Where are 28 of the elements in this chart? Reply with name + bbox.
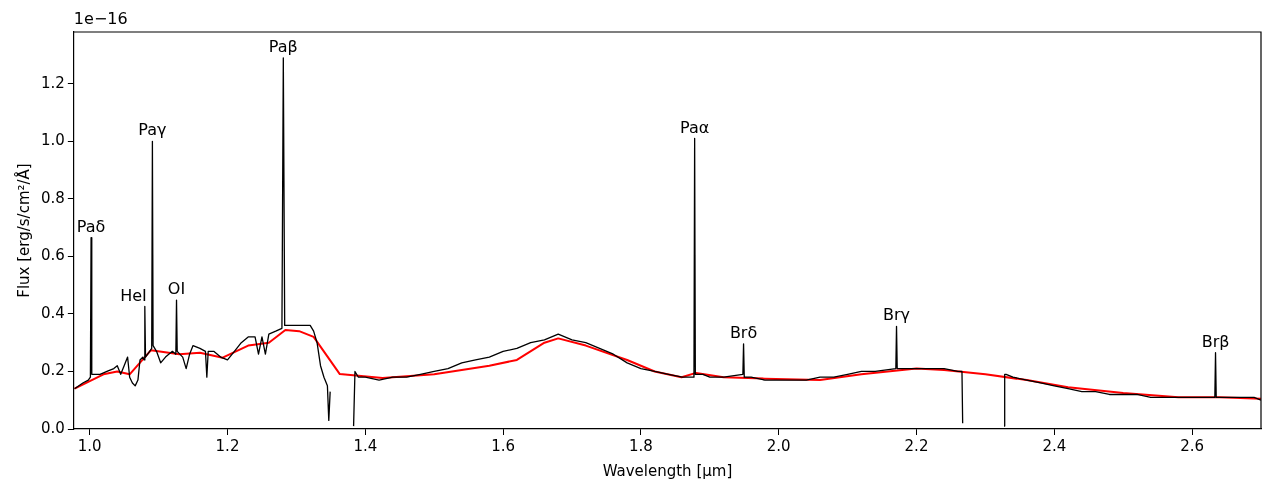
annotation: OI [167,279,186,299]
y-tick-label: 0.0 [41,418,65,437]
y-tick-label: 0.8 [41,188,65,207]
x-tick-label: 2.2 [904,436,929,455]
x-tick-label: 1.4 [353,436,378,455]
y-tick-label: 0.4 [41,303,65,322]
x-tick-label: 1.2 [215,436,240,455]
annotation: Paα [680,117,710,137]
y-tick-label: 0.6 [41,246,65,265]
y-axis-title: Flux [erg/s/cm²/Å] [13,163,33,298]
annotation: Brβ [1201,331,1230,351]
x-tick-label: 2.0 [766,436,791,455]
annotation: Paγ [138,120,167,140]
x-tick-label: 1.6 [491,436,516,455]
x-tick-label: 1.8 [628,436,653,455]
annotation: Paδ [76,216,106,236]
x-tick-label: 2.6 [1180,436,1205,455]
text: 1e−16 [73,9,128,29]
x-tick-label: 2.4 [1042,436,1067,455]
x-tick-label: 1.0 [77,436,102,455]
annotation: Paβ [268,37,298,57]
annotation: HeI [120,285,147,305]
annotation: Brδ [729,323,758,342]
annotation: Brγ [883,305,911,325]
x-axis-title: Wavelength [μm] [602,461,733,480]
y-tick-label: 1.0 [41,131,65,150]
y-tick-label: 0.2 [41,361,65,380]
y-tick-label: 1.2 [41,73,65,92]
